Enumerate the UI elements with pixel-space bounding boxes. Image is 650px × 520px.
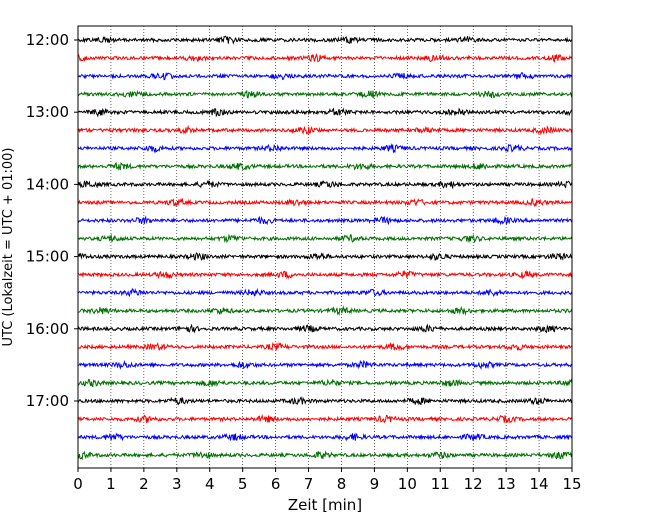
y-tick-label: 12:00	[26, 31, 69, 49]
trace-1715	[77, 413, 573, 424]
trace-1200	[77, 35, 573, 45]
trace-1315	[77, 124, 573, 136]
y-axis-ticks: 12:00 13:00 14:00 15:00 16:00 17:00	[26, 31, 78, 410]
trace-1330	[77, 142, 573, 154]
y-tick-label: 17:00	[26, 392, 69, 410]
trace-1300	[77, 107, 573, 118]
trace-1245	[77, 89, 573, 99]
x-tick-label: 7	[304, 475, 314, 493]
x-tick-label: 4	[205, 475, 215, 493]
x-tick-label: 8	[337, 475, 347, 493]
x-tick-label: 14	[530, 475, 549, 493]
trace-1745	[77, 450, 573, 461]
x-tick-label: 6	[271, 475, 281, 493]
y-tick-label: 15:00	[26, 248, 69, 266]
x-tick-label: 1	[106, 475, 116, 493]
trace-1430	[77, 215, 573, 226]
x-tick-label: 10	[398, 475, 417, 493]
y-axis-label: UTC (Lokalzeit = UTC + 01:00)	[1, 148, 16, 347]
trace-1345	[77, 162, 573, 171]
trace-1600	[77, 323, 573, 334]
y-tick-label: 13:00	[26, 103, 69, 121]
trace-1615	[77, 341, 573, 352]
trace-1630	[77, 359, 573, 370]
x-tick-label: 12	[464, 475, 483, 493]
trace-1415	[77, 197, 573, 207]
x-tick-label: 9	[370, 475, 380, 493]
trace-1400	[77, 179, 573, 190]
y-tick-label: 14:00	[26, 175, 69, 193]
trace-1645	[77, 378, 573, 388]
trace-1530	[77, 287, 573, 298]
trace-1700	[77, 396, 573, 406]
seismic-traces	[77, 35, 573, 461]
trace-1445	[77, 233, 573, 244]
x-tick-label: 0	[73, 475, 83, 493]
x-tick-label: 13	[497, 475, 516, 493]
trace-1500	[77, 252, 573, 261]
x-tick-label: 3	[172, 475, 182, 493]
x-tick-label: 2	[139, 475, 149, 493]
trace-1230	[77, 71, 573, 81]
trace-1545	[77, 305, 573, 316]
x-axis-ticks: 0 1 2 3 4 5 6 7 8 9 10 11 12 13 14 15	[73, 468, 582, 493]
trace-1515	[77, 269, 573, 280]
x-axis-label: Zeit [min]	[288, 496, 362, 514]
x-tick-label: 5	[238, 475, 248, 493]
y-tick-label: 16:00	[26, 320, 69, 338]
x-tick-label: 11	[431, 475, 450, 493]
trace-1215	[77, 52, 573, 64]
trace-1730	[77, 432, 573, 442]
plot-frame	[77, 25, 573, 469]
x-tick-label: 15	[562, 475, 581, 493]
